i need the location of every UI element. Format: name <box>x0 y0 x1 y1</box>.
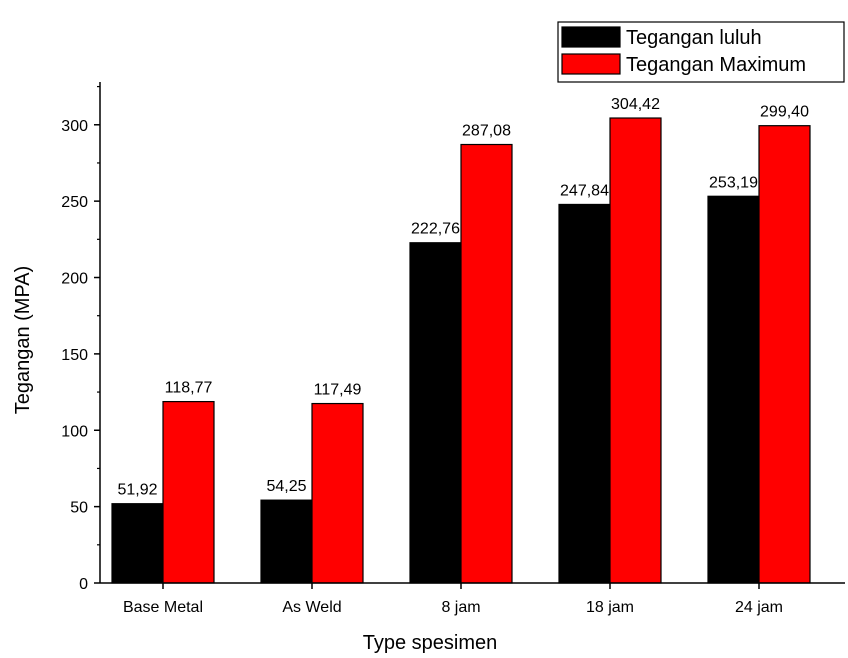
y-tick-label: 250 <box>61 194 88 211</box>
bar-tegangan-maximum <box>311 402 364 584</box>
bars-group <box>111 117 811 584</box>
y-tick-label: 100 <box>61 423 88 440</box>
bar-value-label: 304,42 <box>611 96 660 113</box>
y-tick-label: 300 <box>61 118 88 135</box>
y-tick-label: 200 <box>61 271 88 288</box>
y-axis-title: Tegangan (MPA) <box>12 266 34 415</box>
bar-tegangan-luluh <box>409 242 462 584</box>
x-axis-title: Type spesimen <box>363 632 498 654</box>
bar-tegangan-maximum <box>758 125 811 584</box>
x-tick-label: 24 jam <box>735 599 783 616</box>
x-tick-label: Base Metal <box>123 599 203 616</box>
bar-value-label: 51,92 <box>117 482 157 499</box>
bar-value-label: 117,49 <box>314 382 362 399</box>
legend-label: Tegangan Maximum <box>626 54 806 76</box>
bar-tegangan-luluh <box>558 203 611 584</box>
y-tick-label: 0 <box>79 576 88 593</box>
bar-tegangan-luluh <box>707 195 760 584</box>
x-tick-label: 18 jam <box>586 599 634 616</box>
bar-value-label: 54,25 <box>266 478 306 495</box>
bar-tegangan-luluh <box>260 499 313 584</box>
bar-tegangan-maximum <box>162 400 215 584</box>
x-ticks-group: Base Metal As Weld 8 jam 18 jam 24 jam <box>123 583 783 616</box>
legend-swatch <box>561 53 621 75</box>
bar-value-label: 299,40 <box>760 104 809 121</box>
legend: Tegangan luluh Tegangan Maximum <box>557 21 845 83</box>
x-tick-label: As Weld <box>282 599 341 616</box>
bar-value-label: 287,08 <box>462 123 511 140</box>
bar-value-label: 118,77 <box>165 380 213 397</box>
bar-tegangan-maximum <box>609 117 662 584</box>
y-tick-label: 150 <box>61 347 88 364</box>
legend-swatch <box>561 26 621 48</box>
bar-value-label: 247,84 <box>560 182 609 199</box>
value-labels-group: 51,92 118,77 54,25 117,49 222,76 287,08 247,84… <box>117 96 809 499</box>
bar-tegangan-luluh <box>111 503 164 584</box>
bar-value-label: 253,19 <box>709 174 758 191</box>
y-ticks-group: 0 50 100 150 200 250 300 <box>61 85 100 593</box>
axes-group <box>99 82 845 584</box>
x-tick-label: 8 jam <box>441 599 480 616</box>
legend-label: Tegangan luluh <box>626 27 762 49</box>
y-tick-label: 50 <box>70 500 88 517</box>
bar-tegangan-maximum <box>460 143 513 584</box>
bar-value-label: 222,76 <box>411 221 460 238</box>
